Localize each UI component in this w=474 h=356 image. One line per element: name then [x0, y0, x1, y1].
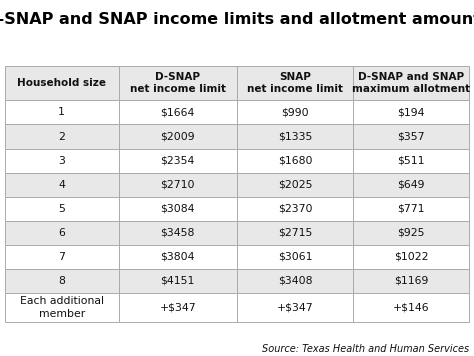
- Bar: [237, 269, 353, 293]
- Text: 6: 6: [58, 227, 65, 237]
- Text: 5: 5: [58, 204, 65, 214]
- Bar: [118, 269, 237, 293]
- Bar: [353, 269, 469, 293]
- Bar: [118, 197, 237, 221]
- Text: $1335: $1335: [278, 131, 312, 141]
- Bar: [118, 125, 237, 148]
- Text: $2710: $2710: [161, 179, 195, 189]
- Text: $649: $649: [397, 179, 425, 189]
- Bar: [118, 66, 237, 100]
- Text: 7: 7: [58, 252, 65, 262]
- Bar: [5, 66, 118, 100]
- Text: Each additional
member: Each additional member: [19, 296, 104, 319]
- Bar: [118, 100, 237, 125]
- Bar: [353, 245, 469, 269]
- Bar: [5, 197, 118, 221]
- Bar: [353, 125, 469, 148]
- Text: 2: 2: [58, 131, 65, 141]
- Text: D-SNAP and SNAP income limits and allotment amounts: D-SNAP and SNAP income limits and allotm…: [0, 12, 474, 27]
- Bar: [5, 293, 118, 322]
- Text: $357: $357: [397, 131, 425, 141]
- Text: $1169: $1169: [394, 276, 428, 286]
- Text: +$347: +$347: [159, 303, 196, 313]
- Bar: [5, 269, 118, 293]
- Text: $2370: $2370: [278, 204, 312, 214]
- Text: $925: $925: [397, 227, 425, 237]
- Text: $194: $194: [397, 108, 425, 117]
- Text: 3: 3: [58, 156, 65, 166]
- Text: $990: $990: [281, 108, 309, 117]
- Bar: [118, 173, 237, 197]
- Text: $2009: $2009: [161, 131, 195, 141]
- Bar: [5, 245, 118, 269]
- Bar: [353, 148, 469, 173]
- Bar: [237, 173, 353, 197]
- Bar: [5, 221, 118, 245]
- Text: $4151: $4151: [161, 276, 195, 286]
- Text: $3061: $3061: [278, 252, 312, 262]
- Text: Household size: Household size: [17, 78, 106, 88]
- Text: SNAP
net income limit: SNAP net income limit: [247, 72, 343, 94]
- Bar: [237, 221, 353, 245]
- Text: +$146: +$146: [393, 303, 429, 313]
- Text: $1664: $1664: [161, 108, 195, 117]
- Bar: [237, 125, 353, 148]
- Text: $3804: $3804: [161, 252, 195, 262]
- Text: +$347: +$347: [277, 303, 313, 313]
- Text: 8: 8: [58, 276, 65, 286]
- Bar: [353, 221, 469, 245]
- Bar: [237, 148, 353, 173]
- Bar: [5, 125, 118, 148]
- Bar: [5, 148, 118, 173]
- Text: 4: 4: [58, 179, 65, 189]
- Bar: [118, 293, 237, 322]
- Bar: [118, 221, 237, 245]
- Bar: [353, 197, 469, 221]
- Text: D-SNAP and SNAP
maximum allotment: D-SNAP and SNAP maximum allotment: [352, 72, 470, 94]
- Text: $1022: $1022: [394, 252, 428, 262]
- Text: D-SNAP
net income limit: D-SNAP net income limit: [130, 72, 226, 94]
- Text: Source: Texas Health and Human Services: Source: Texas Health and Human Services: [262, 344, 469, 354]
- Text: $2025: $2025: [278, 179, 312, 189]
- Bar: [237, 100, 353, 125]
- Bar: [353, 173, 469, 197]
- Text: $511: $511: [397, 156, 425, 166]
- Text: $3084: $3084: [161, 204, 195, 214]
- Text: $1680: $1680: [278, 156, 312, 166]
- Text: $2354: $2354: [161, 156, 195, 166]
- Text: $3408: $3408: [278, 276, 312, 286]
- Bar: [237, 66, 353, 100]
- Bar: [237, 293, 353, 322]
- Bar: [237, 197, 353, 221]
- Bar: [353, 66, 469, 100]
- Bar: [5, 173, 118, 197]
- Text: 1: 1: [58, 108, 65, 117]
- Bar: [353, 293, 469, 322]
- Text: $771: $771: [397, 204, 425, 214]
- Bar: [118, 148, 237, 173]
- Text: $2715: $2715: [278, 227, 312, 237]
- Text: $3458: $3458: [161, 227, 195, 237]
- Bar: [237, 245, 353, 269]
- Bar: [353, 100, 469, 125]
- Bar: [5, 100, 118, 125]
- Bar: [118, 245, 237, 269]
